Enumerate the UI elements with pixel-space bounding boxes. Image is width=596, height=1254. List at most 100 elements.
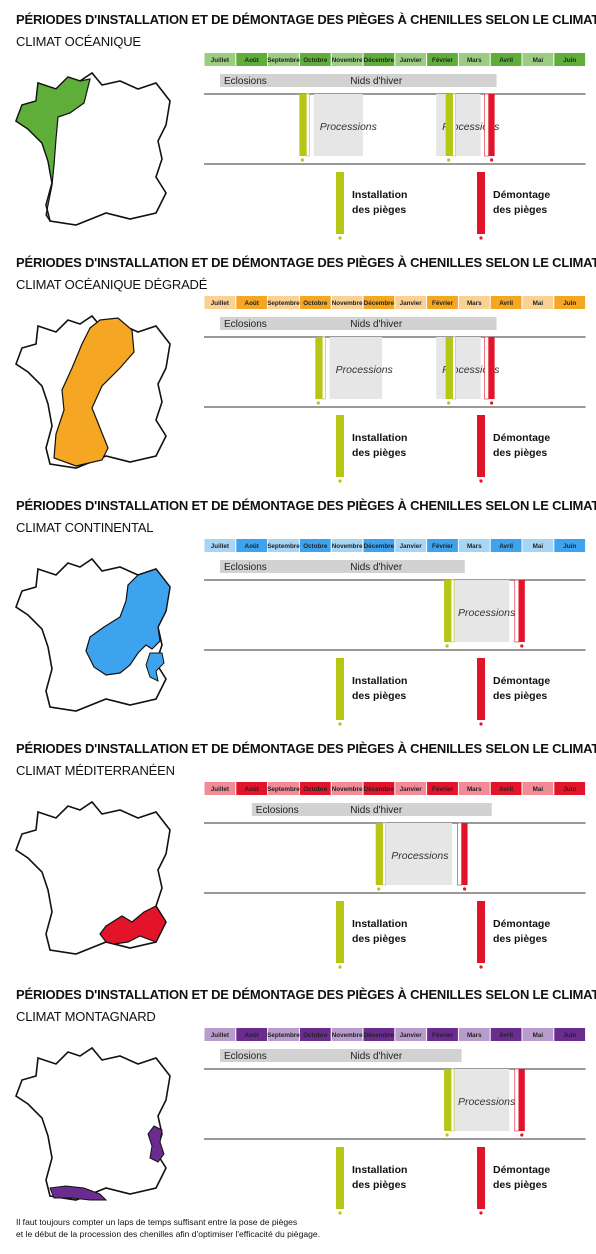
section-mediterraneen: PÉRIODES D'INSTALLATION ET DE DÉMONTAGE … [0, 729, 596, 972]
month-label: Mai [533, 543, 544, 550]
installation-marker-edge [450, 1068, 455, 1132]
section-title: PÉRIODES D'INSTALLATION ET DE DÉMONTAGE … [16, 498, 596, 513]
month-cell [363, 296, 395, 309]
month-cell [427, 782, 458, 795]
processions-box [329, 337, 383, 399]
installation-marker [444, 580, 452, 642]
month-label: Décembre [364, 543, 395, 550]
month-label: Juillet [211, 1032, 230, 1039]
legend-demontage-dot [479, 236, 483, 240]
month-label: Avril [499, 543, 513, 550]
month-label: Décembre [364, 300, 395, 307]
month-label: Novembre [332, 786, 363, 793]
demontage-marker [518, 1069, 525, 1131]
legend-installation-label-1: Installation [352, 675, 407, 687]
nids-hiver-label: Nids d'hiver [350, 76, 403, 87]
month-cell [427, 539, 458, 552]
installation-marker [445, 337, 453, 399]
month-cell [204, 296, 236, 309]
processions-label: Processions [458, 1096, 516, 1108]
demontage-marker [461, 823, 468, 885]
legend-installation-swatch [336, 658, 344, 720]
section-title: PÉRIODES D'INSTALLATION ET DE DÉMONTAGE … [16, 255, 596, 270]
month-label: Avril [499, 57, 513, 64]
installation-marker [299, 94, 307, 156]
eclosions-label: Eclosions [224, 319, 267, 330]
installation-marker [375, 823, 383, 885]
month-cell [331, 539, 363, 552]
month-label: Mai [533, 1032, 544, 1039]
month-label: Janvier [400, 300, 423, 307]
month-label: Septembre [267, 300, 300, 307]
timeline-chart-continental: Juillet Août Septembre Octobre Novembre Décem… [204, 539, 586, 726]
section-title: PÉRIODES D'INSTALLATION ET DE DÉMONTAGE … [16, 12, 596, 27]
legend-installation-swatch [336, 1147, 344, 1209]
processions-label: Processions [336, 364, 394, 376]
month-label: Février [432, 57, 454, 64]
month-label: Juillet [211, 786, 230, 793]
month-label: Juillet [211, 300, 230, 307]
month-label: Août [245, 300, 260, 307]
demontage-marker-edge [484, 336, 489, 400]
month-cell [522, 53, 554, 66]
eclosions-bar [220, 1049, 462, 1062]
timeline-chart-montagnard: Juillet Août Septembre Octobre Novembre Décem… [204, 1028, 586, 1215]
processions-box [436, 337, 481, 399]
month-cell [268, 53, 299, 66]
month-label: Septembre [267, 1032, 300, 1039]
legend-installation-dot [338, 722, 342, 726]
month-label: Novembre [332, 300, 363, 307]
legend-installation-swatch [336, 901, 344, 963]
installation-dot [445, 644, 449, 648]
footnote-line-2: et le début de la procession des chenill… [16, 1229, 321, 1239]
month-cell [458, 1028, 490, 1041]
legend-installation-label-1: Installation [352, 918, 407, 930]
processions-label: Processions [458, 607, 516, 619]
month-cell [331, 53, 363, 66]
legend-demontage-dot [479, 1211, 483, 1215]
month-label: Janvier [400, 786, 423, 793]
month-label: Juin [563, 300, 576, 307]
demontage-dot [462, 887, 467, 891]
france-map-oceanique-degrade-icon [15, 314, 171, 469]
section-title: PÉRIODES D'INSTALLATION ET DE DÉMONTAGE … [16, 741, 596, 756]
month-cell [490, 1028, 522, 1041]
month-cell [554, 53, 586, 66]
legend-demontage-dot [479, 479, 483, 483]
section-subtitle: CLIMAT CONTINENTAL [16, 520, 154, 535]
demontage-dot [490, 158, 494, 162]
demontage-dot [490, 401, 494, 405]
installation-marker [315, 337, 323, 399]
footnote-line-1: Il faut toujours compter un laps de temp… [16, 1217, 298, 1227]
legend-demontage-label-1: Démontage [493, 1164, 550, 1176]
installation-dot [447, 158, 451, 162]
month-cell [204, 1028, 236, 1041]
month-label: Août [245, 543, 260, 550]
legend-demontage-label-2: des pièges [493, 204, 547, 216]
legend-installation-label-2: des pièges [352, 690, 406, 702]
month-cell [554, 296, 586, 309]
month-label: Octobre [303, 786, 328, 793]
section-title: PÉRIODES D'INSTALLATION ET DE DÉMONTAGE … [16, 987, 596, 1002]
month-label: Mars [467, 543, 482, 550]
legend-demontage-swatch [477, 172, 485, 234]
france-map-oceanique-icon [15, 71, 171, 226]
demontage-marker-edge [514, 579, 520, 643]
month-cell [490, 296, 522, 309]
month-cell [458, 296, 490, 309]
month-cell [458, 539, 490, 552]
legend-installation-label-2: des pièges [352, 204, 406, 216]
month-label: Juillet [211, 57, 230, 64]
installation-dot [377, 887, 381, 891]
legend-demontage-label-2: des pièges [493, 1179, 547, 1191]
month-label: Avril [499, 1032, 513, 1039]
month-cell [299, 296, 331, 309]
month-cell [395, 539, 427, 552]
legend-demontage-label-1: Démontage [493, 189, 550, 201]
nids-hiver-label: Nids d'hiver [350, 1051, 403, 1062]
month-cell [395, 1028, 427, 1041]
month-label: Janvier [400, 543, 423, 550]
legend-demontage-label-1: Démontage [493, 675, 550, 687]
demontage-marker [488, 94, 495, 156]
month-label: Mars [467, 57, 482, 64]
